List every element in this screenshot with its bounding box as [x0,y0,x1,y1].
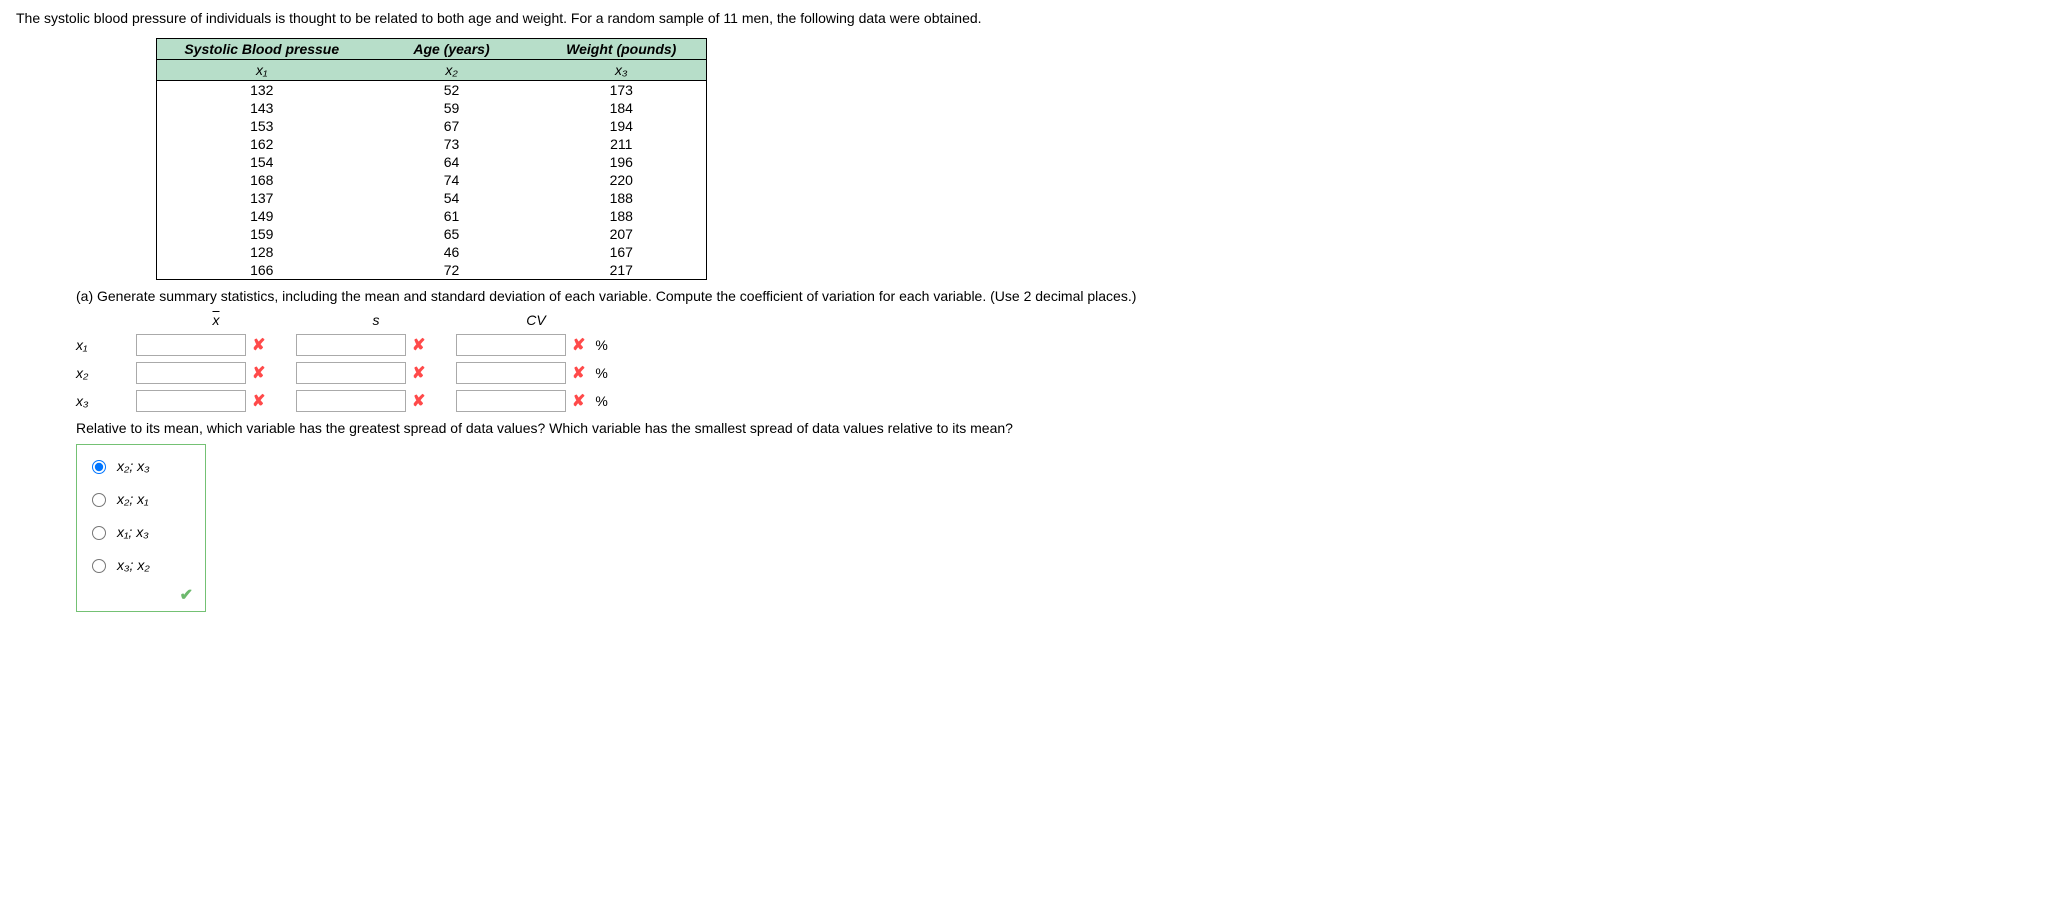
th-age-sub: x₂ [367,60,537,81]
table-row: 13754188 [157,189,707,207]
x3-sd-input[interactable] [296,390,406,412]
table-cell: 59 [367,99,537,117]
x-mark-icon: ✘ [412,363,425,383]
problem-prompt: The systolic blood pressure of individua… [16,10,2030,26]
table-cell: 132 [157,81,367,100]
x-mark-icon: ✘ [572,335,585,355]
th-weight: Weight (pounds) [537,39,707,60]
table-cell: 52 [367,81,537,100]
radio-label-1: x₂; x₃ [117,458,150,474]
x2-sd-input[interactable] [296,362,406,384]
x3-mean-input[interactable] [136,390,246,412]
table-cell: 128 [157,243,367,261]
table-cell: 65 [367,225,537,243]
table-row: 12846167 [157,243,707,261]
part-a-text: (a) Generate summary statistics, includi… [76,288,2030,304]
table-cell: 46 [367,243,537,261]
table-cell: 137 [157,189,367,207]
table-cell: 162 [157,135,367,153]
table-cell: 184 [537,99,707,117]
table-cell: 188 [537,189,707,207]
row-label-x3: x₃ [76,393,136,409]
x-mark-icon: ✘ [252,391,265,411]
data-table: Systolic Blood pressue Age (years) Weigh… [156,38,707,280]
radio-group: x₂; x₃ x₂; x₁ x₁; x₃ x₃; x₂ ✔ [76,444,206,612]
table-row: 14359184 [157,99,707,117]
col-header-cv: CV [456,312,616,328]
table-cell: 74 [367,171,537,189]
table-row: 16273211 [157,135,707,153]
table-cell: 149 [157,207,367,225]
table-cell: 143 [157,99,367,117]
x1-cv-input[interactable] [456,334,566,356]
radio-opt-4[interactable] [92,559,106,573]
table-cell: 153 [157,117,367,135]
x-mark-icon: ✘ [572,363,585,383]
th-age: Age (years) [367,39,537,60]
followup-question: Relative to its mean, which variable has… [76,420,2030,436]
x-mark-icon: ✘ [252,363,265,383]
table-cell: 72 [367,261,537,280]
table-cell: 211 [537,135,707,153]
th-sbp-sub: x₁ [157,60,367,81]
percent-label: % [595,365,607,381]
radio-opt-3[interactable] [92,526,106,540]
table-row: 15965207 [157,225,707,243]
table-cell: 54 [367,189,537,207]
table-cell: 217 [537,261,707,280]
stats-grid: x s CV x₁ ✘ ✘ ✘% x₂ ✘ ✘ ✘% x₃ ✘ ✘ ✘% [76,312,2030,412]
table-row: 16874220 [157,171,707,189]
check-mark-icon: ✔ [180,587,193,604]
table-cell: 194 [537,117,707,135]
x2-cv-input[interactable] [456,362,566,384]
percent-label: % [595,337,607,353]
th-sbp: Systolic Blood pressue [157,39,367,60]
x-mark-icon: ✘ [412,391,425,411]
table-cell: 67 [367,117,537,135]
table-row: 15464196 [157,153,707,171]
table-cell: 173 [537,81,707,100]
table-cell: 64 [367,153,537,171]
table-cell: 220 [537,171,707,189]
row-label-x1: x₁ [76,337,136,353]
percent-label: % [595,393,607,409]
x1-sd-input[interactable] [296,334,406,356]
x-mark-icon: ✘ [252,335,265,355]
col-header-mean: x [136,312,296,328]
table-row: 13252173 [157,81,707,100]
table-cell: 196 [537,153,707,171]
radio-opt-2[interactable] [92,493,106,507]
row-label-x2: x₂ [76,365,136,381]
table-cell: 61 [367,207,537,225]
x-mark-icon: ✘ [572,391,585,411]
table-row: 14961188 [157,207,707,225]
table-cell: 168 [157,171,367,189]
table-cell: 188 [537,207,707,225]
radio-label-4: x₃; x₂ [117,557,150,573]
table-cell: 154 [157,153,367,171]
x3-cv-input[interactable] [456,390,566,412]
radio-label-3: x₁; x₃ [117,524,149,540]
x1-mean-input[interactable] [136,334,246,356]
x2-mean-input[interactable] [136,362,246,384]
table-cell: 207 [537,225,707,243]
table-row: 16672217 [157,261,707,280]
table-cell: 166 [157,261,367,280]
radio-label-2: x₂; x₁ [117,491,149,507]
table-cell: 167 [537,243,707,261]
table-cell: 73 [367,135,537,153]
col-header-sd: s [296,312,456,328]
table-row: 15367194 [157,117,707,135]
table-cell: 159 [157,225,367,243]
radio-opt-1[interactable] [92,460,106,474]
th-weight-sub: x₃ [537,60,707,81]
x-mark-icon: ✘ [412,335,425,355]
